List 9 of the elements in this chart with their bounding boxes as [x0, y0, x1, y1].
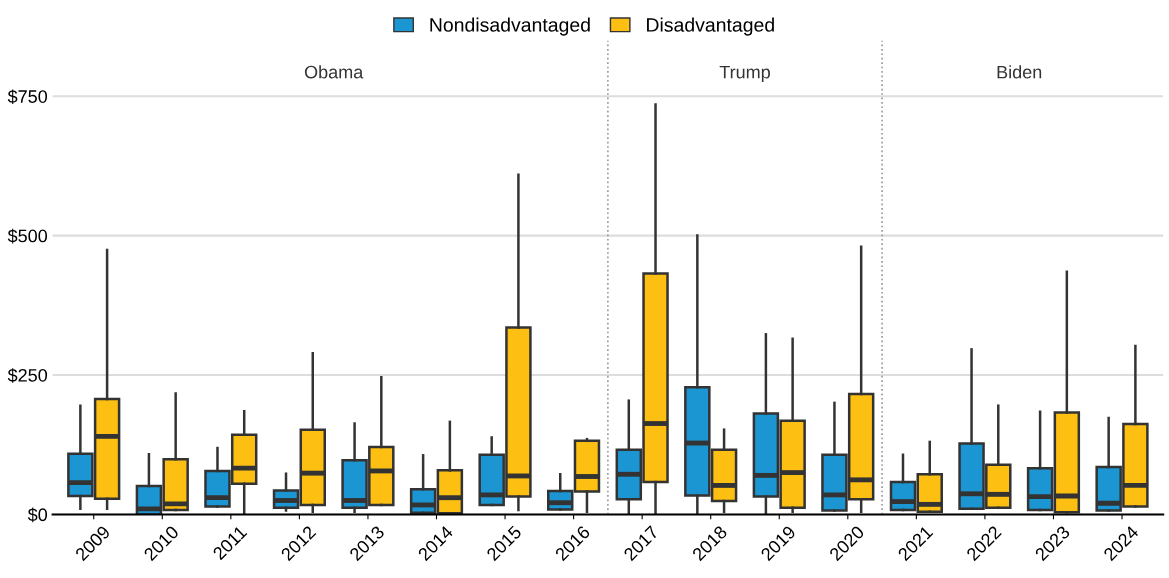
legend-label: Nondisadvantaged [430, 17, 590, 36]
y-tick-label: $0 [27, 507, 48, 523]
y-tick-label: $500 [7, 228, 48, 244]
y-tick-label: $250 [7, 368, 48, 383]
annotation: Biden [997, 65, 1042, 79]
y-tick-label: $750 [7, 89, 48, 105]
annotation: Obama [304, 65, 364, 79]
legend-label: Disadvantaged [647, 17, 774, 36]
annotation: Trump [719, 65, 770, 83]
